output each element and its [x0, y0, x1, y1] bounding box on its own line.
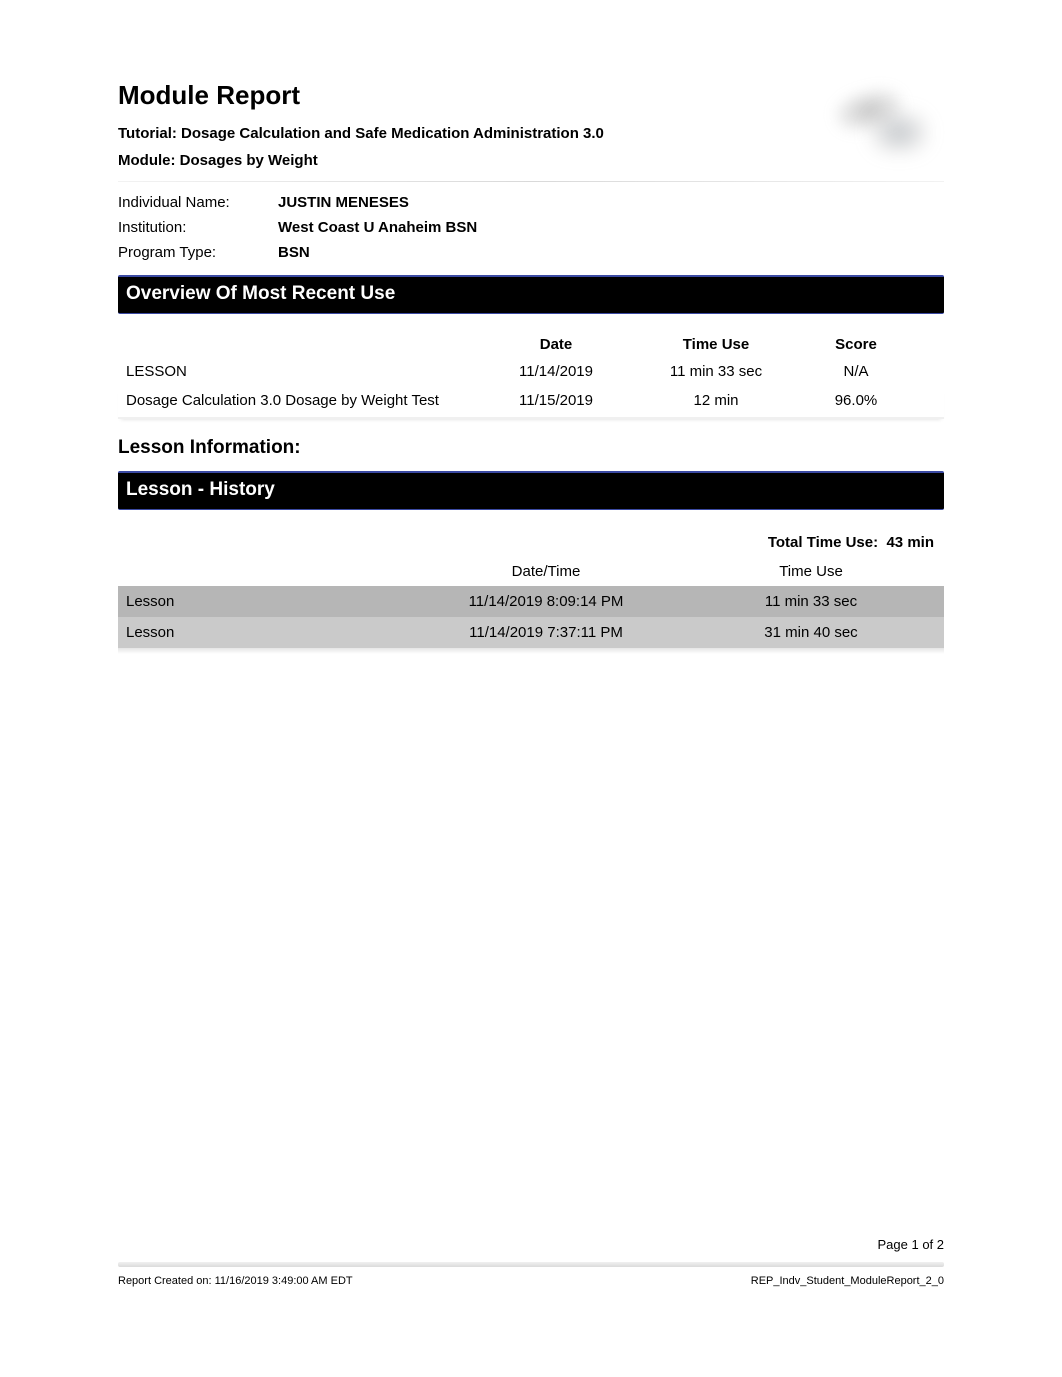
overview-header-row: Date Time Use Score — [118, 332, 944, 359]
footer-line: Report Created on: 11/16/2019 3:49:00 AM… — [118, 1275, 944, 1287]
history-header-datetime: Date/Time — [406, 563, 686, 580]
program-type-value: BSN — [278, 244, 310, 261]
history-row-name: Lesson — [126, 624, 406, 641]
total-time-use: Total Time Use: 43 min — [118, 528, 944, 557]
overview-row-name: Dosage Calculation 3.0 Dosage by Weight … — [126, 392, 476, 409]
report-title: Module Report — [118, 80, 814, 111]
overview-table: Date Time Use Score LESSON 11/14/2019 11… — [118, 332, 944, 419]
lesson-history-section-bar: Lesson - History — [118, 471, 944, 510]
lesson-information-heading: Lesson Information: — [118, 437, 944, 459]
history-row: Lesson 11/14/2019 7:37:11 PM 31 min 40 s… — [118, 617, 944, 648]
header-text-block: Module Report Tutorial: Dosage Calculati… — [118, 80, 814, 179]
history-bottom-shadow — [118, 648, 944, 654]
overview-row-time-use: 11 min 33 sec — [636, 363, 796, 380]
footer-divider — [118, 1262, 944, 1267]
overview-row: LESSON 11/14/2019 11 min 33 sec N/A — [118, 359, 944, 388]
logo-blur-image — [814, 80, 944, 160]
meta-row-institution: Institution: West Coast U Anaheim BSN — [118, 219, 944, 236]
meta-row-individual: Individual Name: JUSTIN MENESES — [118, 194, 944, 211]
overview-row-date: 11/14/2019 — [476, 363, 636, 380]
history-header-time-use: Time Use — [686, 563, 936, 580]
header-underline — [118, 181, 944, 182]
overview-header-score: Score — [796, 336, 916, 353]
page-container: Module Report Tutorial: Dosage Calculati… — [0, 0, 1062, 654]
individual-name-value: JUSTIN MENESES — [278, 194, 409, 211]
history-row-time-use: 11 min 33 sec — [686, 593, 936, 610]
overview-row-time-use: 12 min — [636, 392, 796, 409]
individual-name-label: Individual Name: — [118, 194, 278, 211]
header-row: Module Report Tutorial: Dosage Calculati… — [118, 80, 944, 179]
page-number: Page 1 of 2 — [118, 1237, 944, 1252]
history-row-datetime: 11/14/2019 7:37:11 PM — [406, 624, 686, 641]
page-footer: Page 1 of 2 Report Created on: 11/16/201… — [118, 1237, 944, 1287]
history-row: Lesson 11/14/2019 8:09:14 PM 11 min 33 s… — [118, 586, 944, 617]
module-subtitle: Module: Dosages by Weight — [118, 152, 814, 169]
overview-row-name: LESSON — [126, 363, 476, 380]
meta-row-program-type: Program Type: BSN — [118, 244, 944, 261]
total-time-label: Total Time Use: — [768, 534, 878, 551]
overview-header-date: Date — [476, 336, 636, 353]
meta-table: Individual Name: JUSTIN MENESES Institut… — [118, 194, 944, 261]
history-row-datetime: 11/14/2019 8:09:14 PM — [406, 593, 686, 610]
tutorial-subtitle: Tutorial: Dosage Calculation and Safe Me… — [118, 125, 814, 142]
overview-row: Dosage Calculation 3.0 Dosage by Weight … — [118, 388, 944, 419]
history-header-row: Date/Time Time Use — [118, 557, 944, 586]
report-created-on: Report Created on: 11/16/2019 3:49:00 AM… — [118, 1275, 353, 1287]
program-type-label: Program Type: — [118, 244, 278, 261]
report-id: REP_Indv_Student_ModuleReport_2_0 — [751, 1275, 944, 1287]
overview-row-date: 11/15/2019 — [476, 392, 636, 409]
overview-row-score: N/A — [796, 363, 916, 380]
overview-row-score: 96.0% — [796, 392, 916, 409]
history-header-blank — [126, 563, 406, 580]
overview-header-blank — [126, 336, 476, 353]
total-time-value: 43 min — [886, 534, 934, 551]
overview-header-time-use: Time Use — [636, 336, 796, 353]
history-row-name: Lesson — [126, 593, 406, 610]
history-row-time-use: 31 min 40 sec — [686, 624, 936, 641]
institution-label: Institution: — [118, 219, 278, 236]
overview-section-bar: Overview Of Most Recent Use — [118, 275, 944, 314]
institution-value: West Coast U Anaheim BSN — [278, 219, 477, 236]
